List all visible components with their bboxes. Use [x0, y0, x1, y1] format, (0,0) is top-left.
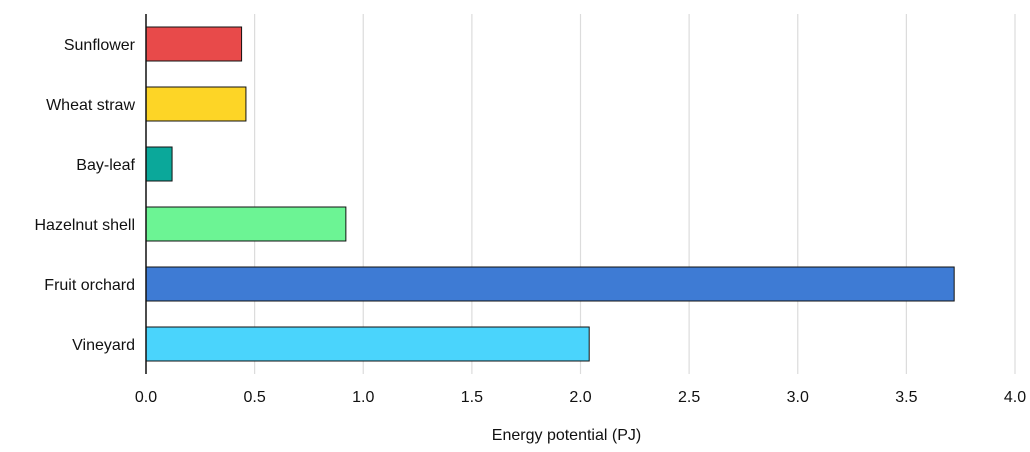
- category-label: Vineyard: [72, 337, 135, 354]
- category-label-layer: Sunflower Wheat straw Bay-leaf Hazelnut she…: [35, 37, 136, 354]
- bar-vineyard: [145, 326, 590, 362]
- x-tick-label: 2.5: [678, 389, 700, 406]
- bar-wheat-straw: [145, 86, 247, 122]
- x-tick-label: 3.0: [787, 389, 809, 406]
- x-tick-label: 1.5: [461, 389, 483, 406]
- x-tick-label: 1.0: [352, 389, 374, 406]
- x-axis-title: Energy potential (PJ): [492, 427, 641, 444]
- category-label: Sunflower: [64, 37, 136, 54]
- x-tick-label: 0.0: [135, 389, 157, 406]
- x-tick-label: 0.5: [244, 389, 266, 406]
- category-label: Bay-leaf: [76, 157, 135, 174]
- x-tick-label: 3.5: [895, 389, 917, 406]
- category-label: Wheat straw: [46, 97, 135, 114]
- bar-fruit-orchard: [145, 266, 955, 302]
- grid-layer: [254, 14, 1016, 374]
- x-tick-label: 4.0: [1004, 389, 1026, 406]
- bar-layer: [145, 26, 955, 362]
- bar-hazelnut-shell: [145, 206, 347, 242]
- bar-sunflower: [145, 26, 243, 62]
- x-tick-layer: 0.0 0.5 1.0 1.5 2.0 2.5 3.0 3.5 4.0: [135, 389, 1026, 406]
- bar-bay-leaf: [145, 146, 173, 182]
- category-label: Hazelnut shell: [35, 217, 136, 234]
- category-label: Fruit orchard: [44, 277, 135, 294]
- x-tick-label: 2.0: [569, 389, 591, 406]
